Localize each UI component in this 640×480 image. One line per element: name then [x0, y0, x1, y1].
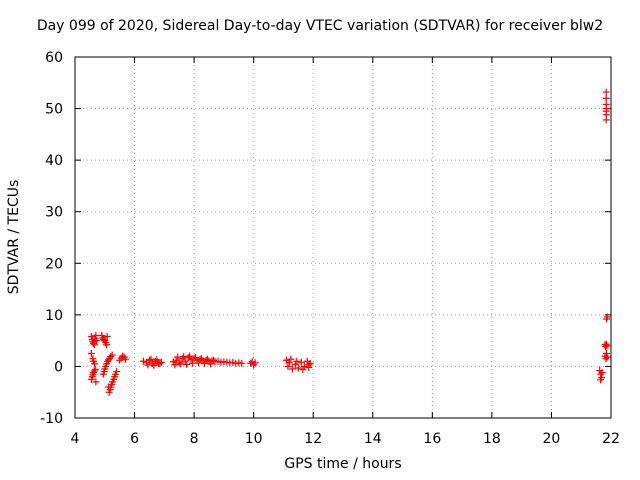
x-tick-label: 22	[602, 431, 620, 447]
data-point	[305, 363, 313, 371]
data-point	[603, 342, 611, 350]
y-tick-label: 20	[45, 256, 63, 272]
data-point	[113, 368, 121, 376]
y-tick-label: 30	[45, 205, 63, 221]
data-point	[187, 356, 195, 364]
data-point	[189, 359, 197, 367]
data-point	[198, 355, 206, 363]
data-point	[186, 352, 194, 360]
data-point	[229, 358, 237, 366]
x-tick-label: 6	[130, 431, 139, 447]
x-tick-label: 16	[423, 431, 441, 447]
chart-title: Day 099 of 2020, Sidereal Day-to-day VTE…	[36, 18, 604, 34]
data-point	[204, 355, 212, 363]
data-point	[195, 359, 203, 367]
data-point	[107, 353, 115, 361]
data-point	[294, 364, 302, 372]
data-point	[206, 360, 214, 368]
data-point	[87, 333, 95, 341]
data-point	[192, 354, 200, 362]
data-point	[306, 359, 314, 367]
data-point	[145, 356, 153, 364]
data-point	[144, 361, 152, 369]
data-point	[139, 357, 147, 365]
data-point	[90, 367, 98, 375]
data-point	[153, 356, 161, 364]
data-point	[103, 341, 111, 349]
y-tick-label: 10	[45, 308, 63, 324]
data-point	[602, 116, 610, 124]
data-point	[602, 88, 610, 96]
data-point	[285, 358, 293, 366]
y-tick-label: 0	[54, 359, 63, 375]
x-tick-label: 8	[190, 431, 199, 447]
plot-frame	[74, 56, 612, 419]
data-point	[175, 359, 183, 367]
data-point	[169, 358, 177, 366]
data-point	[299, 366, 307, 374]
y-tick-label: -10	[40, 411, 63, 427]
data-point	[293, 357, 301, 365]
data-point	[202, 356, 210, 364]
data-point	[177, 360, 185, 368]
data-point	[248, 358, 256, 366]
data-point	[156, 359, 164, 367]
data-point	[91, 360, 99, 368]
data-point	[602, 94, 610, 102]
x-tick-label: 18	[483, 431, 501, 447]
data-point	[90, 341, 98, 349]
x-tick-label: 14	[364, 431, 382, 447]
data-point	[300, 362, 308, 370]
data-point	[201, 359, 209, 367]
data-point	[238, 359, 246, 367]
data-point	[598, 369, 606, 377]
y-tick-label: 50	[45, 102, 63, 118]
data-point	[119, 352, 127, 360]
data-point	[92, 337, 100, 345]
y-tick-label: 40	[45, 153, 63, 169]
data-point	[92, 378, 100, 386]
x-axis-label: GPS time / hours	[284, 456, 402, 472]
data-point	[209, 356, 217, 364]
data-point	[287, 355, 295, 363]
x-tick-label: 4	[71, 431, 80, 447]
data-point	[251, 359, 259, 367]
data-point	[603, 353, 611, 361]
data-point	[603, 313, 611, 321]
data-point	[147, 355, 155, 363]
data-point	[174, 353, 182, 361]
data-point	[297, 358, 305, 366]
x-tick-label: 20	[543, 431, 561, 447]
data-point	[597, 376, 605, 384]
data-point	[214, 357, 222, 365]
data-point	[181, 357, 189, 365]
data-point	[122, 355, 130, 363]
y-tick-label: 60	[45, 50, 63, 66]
data-point	[157, 358, 165, 366]
data-point	[291, 360, 299, 368]
data-point	[180, 353, 188, 361]
axis-ticks: 4 6 8 10 12 14 16 18 20 22 -10 0 10 20 30 40 50 60	[40, 50, 620, 447]
x-tick-label: 12	[304, 431, 322, 447]
data-point	[150, 361, 158, 369]
data-point	[288, 365, 296, 373]
data-points	[87, 88, 611, 396]
data-point	[183, 360, 191, 368]
data-point	[87, 350, 95, 358]
data-point	[108, 351, 116, 359]
x-tick-label: 10	[245, 431, 263, 447]
data-point	[103, 333, 111, 341]
data-point	[284, 362, 292, 370]
data-point	[171, 361, 179, 369]
